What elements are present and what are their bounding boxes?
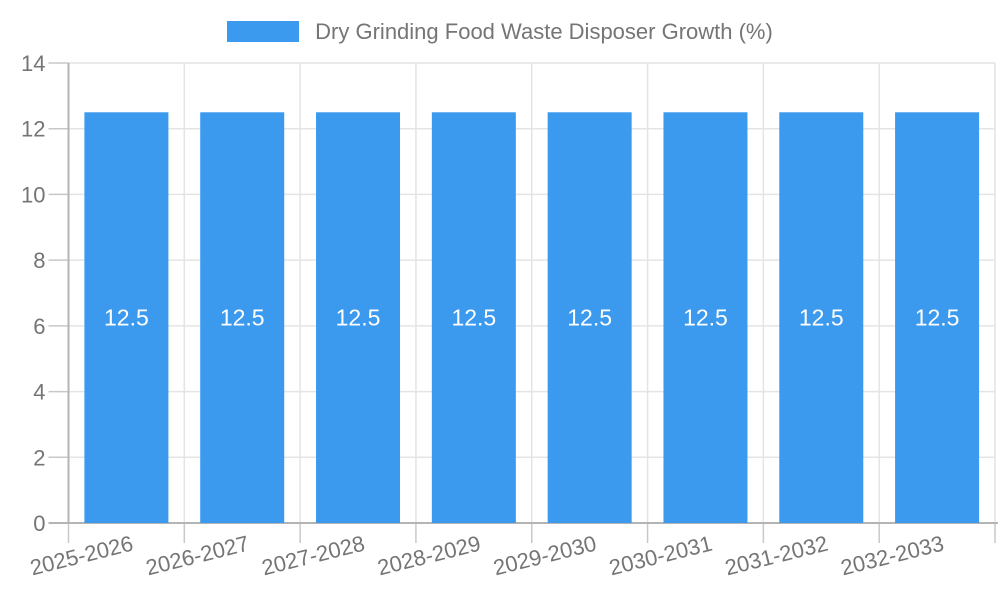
chart-legend: Dry Grinding Food Waste Disposer Growth … (0, 19, 1000, 44)
y-axis-tick-label: 12 (21, 117, 45, 142)
bar-value-label: 12.5 (336, 305, 381, 331)
y-axis-tick-label: 0 (33, 511, 45, 536)
bar-value-label: 12.5 (683, 305, 728, 331)
bar[interactable] (316, 112, 401, 524)
y-axis-tick-label: 8 (33, 248, 45, 273)
bar-value-label: 12.5 (799, 305, 844, 331)
bar[interactable] (547, 112, 632, 524)
x-axis-tick-label: 2026-2027 (143, 531, 251, 581)
bar[interactable] (431, 112, 516, 524)
bar-value-label: 12.5 (220, 305, 265, 331)
bar[interactable] (84, 112, 169, 524)
bar-value-label: 12.5 (451, 305, 496, 331)
x-axis-tick-label: 2031-2032 (722, 531, 830, 581)
legend-item[interactable]: Dry Grinding Food Waste Disposer Growth … (227, 19, 773, 44)
y-axis-tick-label: 10 (21, 182, 45, 207)
x-axis-tick-label: 2025-2026 (27, 531, 135, 581)
bar-value-label: 12.5 (567, 305, 612, 331)
bar-value-label: 12.5 (915, 305, 960, 331)
bar[interactable] (200, 112, 285, 524)
y-axis-tick-label: 14 (21, 51, 45, 76)
bar[interactable] (663, 112, 748, 524)
y-axis-tick-label: 6 (33, 314, 45, 339)
x-axis-tick-label: 2032-2033 (838, 531, 946, 581)
x-axis-tick-label: 2030-2031 (607, 531, 715, 581)
legend-label: Dry Grinding Food Waste Disposer Growth … (315, 19, 773, 44)
y-axis-tick-label: 2 (33, 445, 45, 470)
x-axis-tick-label: 2029-2030 (491, 531, 599, 581)
x-axis-tick-label: 2028-2029 (375, 531, 483, 581)
bar[interactable] (779, 112, 864, 524)
y-axis-tick-label: 4 (33, 380, 45, 405)
bar[interactable] (895, 112, 980, 524)
legend-swatch (227, 21, 300, 42)
x-axis-tick-label: 2027-2028 (259, 531, 367, 581)
bar-value-label: 12.5 (104, 305, 149, 331)
